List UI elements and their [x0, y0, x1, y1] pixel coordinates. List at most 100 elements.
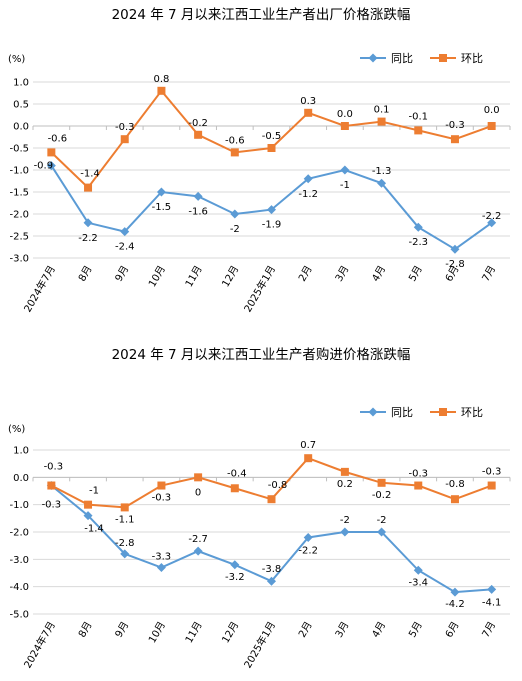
- y-tick-label: -2.5: [9, 232, 29, 243]
- x-tick-label: 11月: [183, 620, 205, 646]
- y-tick-label: -2.0: [9, 528, 29, 539]
- data-point-marker: [194, 473, 203, 482]
- x-tick-label: 2月: [296, 264, 315, 284]
- data-label: -2: [230, 224, 240, 235]
- data-point-marker: [230, 209, 240, 219]
- data-label: -0.9: [34, 161, 54, 172]
- data-point-marker: [487, 584, 497, 594]
- data-label: -1.2: [298, 189, 318, 200]
- data-point-marker: [450, 244, 460, 254]
- data-label: -2.2: [298, 545, 318, 556]
- data-point-marker: [267, 205, 276, 215]
- data-point-marker: [304, 454, 313, 463]
- data-point-marker: [47, 148, 56, 157]
- data-label: -0.5: [262, 131, 282, 142]
- x-tick-label: 9月: [113, 264, 132, 284]
- legend-label: 环比: [461, 406, 483, 419]
- x-tick-label: 5月: [406, 620, 425, 640]
- x-tick-label: 8月: [76, 620, 95, 640]
- data-point-marker: [487, 218, 497, 228]
- data-label: -1.4: [80, 169, 100, 180]
- y-tick-label: 0.5: [13, 100, 29, 111]
- data-point-marker: [340, 527, 350, 537]
- x-tick-label: 11月: [183, 264, 205, 290]
- data-label: -1.6: [188, 206, 208, 217]
- y-tick-label: -0.5: [9, 144, 29, 155]
- data-label: -1: [89, 486, 99, 497]
- data-point-marker: [156, 563, 166, 573]
- data-point-marker: [340, 165, 350, 175]
- data-point-marker: [450, 495, 459, 504]
- y-tick-label: 0.0: [13, 122, 29, 133]
- data-label: -3.8: [262, 564, 282, 575]
- data-label: -0.8: [268, 480, 288, 491]
- data-point-marker: [450, 135, 459, 144]
- y-tick-label: -5.0: [9, 610, 29, 621]
- data-label: -0.2: [188, 118, 208, 129]
- data-label: -0.4: [227, 468, 247, 479]
- legend-marker: [368, 407, 378, 417]
- data-label: -4.2: [445, 599, 465, 610]
- data-point-marker: [304, 108, 313, 117]
- y-tick-label: 1.0: [13, 446, 29, 457]
- data-label: -1.1: [115, 514, 135, 525]
- data-label: -0.6: [48, 133, 68, 144]
- data-point-marker: [120, 549, 130, 559]
- data-label: -2.3: [409, 237, 429, 248]
- data-label: -1: [340, 180, 350, 191]
- data-label: -0.3: [42, 500, 62, 511]
- data-label: -1.9: [262, 220, 282, 231]
- data-point-marker: [120, 135, 129, 144]
- x-tick-label: 2024年7月: [21, 619, 58, 670]
- y-axis-unit-label: (%): [8, 424, 25, 435]
- data-label: -2.4: [115, 242, 135, 253]
- data-point-marker: [157, 86, 166, 95]
- data-label: -2: [377, 515, 387, 526]
- data-point-marker: [414, 481, 423, 490]
- data-point-marker: [267, 495, 276, 504]
- data-label: -2.7: [188, 534, 208, 545]
- legend-label: 环比: [461, 52, 483, 65]
- data-label: 0.1: [374, 105, 390, 116]
- y-tick-label: -2.0: [9, 210, 29, 221]
- x-tick-label: 6月: [443, 620, 462, 640]
- data-point-marker: [83, 218, 93, 228]
- chart-panel-output-price: 2024 年 7 月以来江西工业生产者出厂价格涨跌幅 (%) 1.0 0.5 0.0 -…: [0, 0, 522, 340]
- data-label: -2.8: [445, 259, 465, 270]
- x-tick-label: 8月: [76, 264, 95, 284]
- x-tick-label: 4月: [370, 264, 389, 284]
- x-tick-label: 9月: [113, 620, 132, 640]
- data-label: 0.0: [337, 109, 353, 120]
- x-tick-label: 2月: [296, 620, 315, 640]
- x-tick-label: 4月: [370, 620, 389, 640]
- x-tick-label: 3月: [333, 620, 352, 640]
- data-label: -0.8: [445, 479, 465, 490]
- data-point-marker: [487, 481, 496, 490]
- data-label: 0.8: [153, 74, 169, 85]
- data-label: 0.2: [337, 479, 353, 490]
- legend-marker: [368, 53, 378, 63]
- x-tick-label: 7月: [480, 263, 499, 283]
- data-label: -0.3: [445, 120, 465, 131]
- data-point-marker: [120, 227, 130, 237]
- x-tick-label: 12月: [220, 264, 242, 290]
- data-point-marker: [193, 191, 203, 201]
- x-tick-label: 10月: [146, 264, 168, 290]
- data-label: -3.3: [152, 552, 172, 563]
- data-point-marker: [47, 481, 56, 490]
- data-label: -0.6: [225, 135, 245, 146]
- data-point-marker: [340, 467, 349, 476]
- data-point-marker: [230, 560, 240, 570]
- data-point-marker: [377, 178, 387, 188]
- chart-title: 2024 年 7 月以来江西工业生产者出厂价格涨跌幅: [111, 7, 411, 23]
- data-point-marker: [156, 187, 166, 197]
- data-point-marker: [46, 161, 56, 171]
- y-tick-label: -1.0: [9, 166, 29, 177]
- data-point-marker: [450, 587, 460, 597]
- data-point-marker: [377, 478, 386, 487]
- y-tick-label: -4.0: [9, 582, 29, 593]
- data-label: -0.1: [409, 111, 429, 122]
- data-label: -2.2: [482, 211, 502, 222]
- y-tick-label: -1.5: [9, 188, 29, 199]
